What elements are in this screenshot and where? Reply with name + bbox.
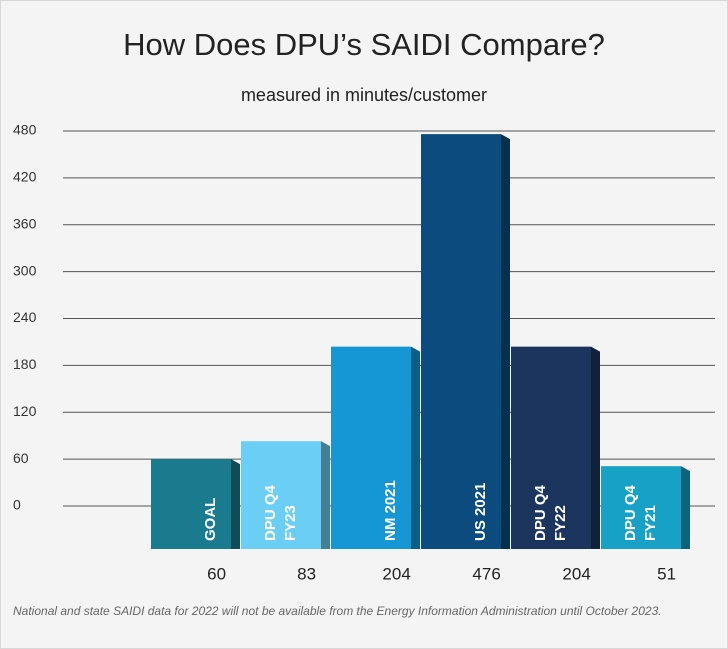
y-tick-label: 0 — [13, 497, 21, 513]
bar-side — [321, 441, 330, 549]
category-label: US 2021 — [472, 483, 489, 541]
y-tick-label: 480 — [13, 122, 37, 138]
bar — [421, 134, 501, 549]
bar-side — [411, 346, 420, 549]
value-label: 476 — [472, 564, 500, 583]
category-label: DPU Q4 FY23 — [262, 481, 299, 541]
y-tick-label: 240 — [13, 309, 37, 325]
value-label: 83 — [297, 564, 316, 583]
bar — [601, 466, 681, 549]
y-tick-label: 360 — [13, 215, 37, 231]
y-tick-label: 60 — [13, 450, 29, 466]
value-label: 51 — [657, 564, 676, 583]
chart: How Does DPU’s SAIDI Compare? measured i… — [13, 27, 715, 583]
bar-side — [681, 466, 690, 549]
y-tick-label: 120 — [13, 403, 37, 419]
y-tick-label: 300 — [13, 262, 37, 278]
bar — [151, 459, 231, 549]
chart-title: How Does DPU’s SAIDI Compare? — [123, 27, 605, 62]
bar-side — [231, 459, 240, 549]
chart-subtitle: measured in minutes/customer — [241, 85, 487, 105]
footnote: National and state SAIDI data for 2022 w… — [13, 604, 662, 618]
category-label: NM 2021 — [382, 480, 399, 541]
value-label: 204 — [382, 564, 410, 583]
y-tick-label: 180 — [13, 356, 37, 372]
category-label: DPU Q4 FY21 — [622, 481, 659, 541]
bar — [241, 441, 321, 549]
category-label: GOAL — [202, 498, 219, 541]
y-tick-label: 420 — [13, 169, 37, 185]
bar-side — [501, 134, 510, 549]
bar — [331, 346, 411, 549]
bar — [511, 346, 591, 549]
value-label: 60 — [207, 564, 226, 583]
bar-side — [591, 346, 600, 549]
category-label: DPU Q4 FY22 — [532, 481, 569, 541]
value-label: 204 — [562, 564, 590, 583]
